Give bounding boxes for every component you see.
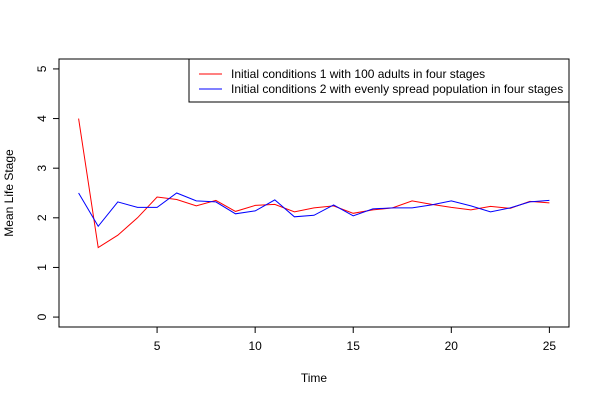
y-tick-label: 5	[35, 65, 49, 72]
legend-label-series-1: Initial conditions 1 with 100 adults in …	[231, 67, 485, 81]
legend: Initial conditions 1 with 100 adults in …	[188, 58, 570, 103]
x-tick-label: 25	[543, 339, 557, 353]
legend-box	[188, 58, 570, 103]
x-axis-title: Time	[301, 371, 328, 385]
y-axis: 0 1 2 3 4 5	[35, 65, 59, 320]
x-tick-label: 5	[154, 339, 161, 353]
x-tick-label: 10	[248, 339, 262, 353]
series-line-2	[78, 192, 550, 228]
series-line-1	[78, 118, 550, 249]
x-axis: 5 10 15 20 25	[154, 327, 557, 353]
y-tick-label: 2	[35, 214, 49, 221]
x-tick-label: 15	[347, 339, 361, 353]
y-tick-label: 4	[35, 115, 49, 122]
y-axis-title: Mean Life Stage	[2, 149, 16, 237]
legend-label-series-2: Initial conditions 2 with evenly spread …	[231, 82, 563, 96]
y-tick-label: 3	[35, 165, 49, 172]
y-tick-label: 1	[35, 264, 49, 271]
series-layer	[78, 118, 550, 249]
x-tick-label: 20	[445, 339, 459, 353]
y-tick-label: 0	[35, 313, 49, 320]
